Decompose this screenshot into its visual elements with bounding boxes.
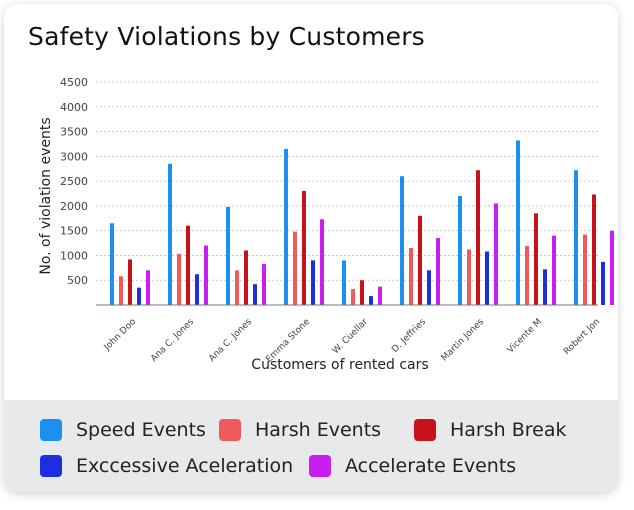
bar bbox=[436, 238, 440, 305]
x-tick-label: W. Cuellar bbox=[331, 317, 370, 356]
bar bbox=[369, 296, 373, 305]
bar bbox=[186, 225, 190, 305]
legend-swatch bbox=[414, 419, 436, 441]
bar bbox=[494, 203, 498, 305]
bar bbox=[293, 231, 297, 305]
bar bbox=[204, 245, 208, 305]
legend-swatch bbox=[40, 419, 62, 441]
legend-label: Accelerate Events bbox=[345, 455, 517, 477]
bar-chart: 500 1000 1500 2000 2500 3000 3500 4000 4500 John… bbox=[38, 76, 614, 373]
bar bbox=[311, 260, 315, 305]
y-tick-labels: 500 1000 1500 2000 2500 3000 3500 4000 4500 bbox=[60, 76, 88, 287]
bar bbox=[485, 251, 489, 305]
x-tick-label: Robert Jon bbox=[562, 317, 602, 357]
y-tick-label: 1000 bbox=[60, 249, 88, 262]
y-tick-label: 4500 bbox=[60, 76, 88, 89]
x-tick-label: John Doo bbox=[102, 317, 139, 354]
bar bbox=[534, 213, 538, 305]
bar bbox=[226, 206, 230, 305]
bar bbox=[137, 287, 141, 305]
y-tick-label: 3500 bbox=[60, 126, 88, 139]
bar bbox=[320, 219, 324, 305]
bar bbox=[583, 234, 587, 305]
bar bbox=[262, 263, 266, 305]
bar bbox=[418, 215, 422, 305]
bar bbox=[195, 274, 199, 305]
bar bbox=[592, 194, 596, 305]
y-tick-label: 2000 bbox=[60, 200, 88, 213]
bar bbox=[467, 249, 471, 305]
legend-item: Speed Events bbox=[40, 419, 206, 441]
bar bbox=[427, 270, 431, 305]
bar bbox=[409, 248, 413, 305]
y-tick-label: 2500 bbox=[60, 175, 88, 188]
legend-item: Harsh Break bbox=[414, 419, 567, 441]
x-axis-label: Customers of rented cars bbox=[251, 357, 428, 373]
bar bbox=[458, 195, 462, 305]
bar bbox=[351, 289, 355, 305]
x-tick-label: Ana C. Jones bbox=[207, 317, 254, 364]
bar bbox=[235, 270, 239, 305]
legend-swatch bbox=[309, 455, 331, 477]
bar bbox=[476, 170, 480, 305]
legend-item: Harsh Events bbox=[219, 419, 381, 441]
bar bbox=[516, 140, 520, 305]
legend-label: Exccessive Aceleration bbox=[76, 455, 294, 477]
bar bbox=[110, 223, 114, 305]
y-tick-label: 500 bbox=[67, 274, 88, 287]
bar bbox=[128, 259, 132, 305]
bar bbox=[342, 260, 346, 305]
bar bbox=[284, 148, 288, 305]
bar bbox=[378, 286, 382, 305]
chart-title: Safety Violations by Customers bbox=[28, 22, 425, 51]
legend: Speed Events Harsh Events Harsh Break Excce… bbox=[4, 400, 618, 492]
bar bbox=[253, 284, 257, 305]
x-tick-label: Ana C. Jones bbox=[149, 317, 196, 364]
bar bbox=[543, 269, 547, 305]
bar bbox=[119, 276, 123, 305]
legend-label: Harsh Events bbox=[255, 419, 382, 441]
bar bbox=[302, 191, 306, 305]
y-tick-label: 1500 bbox=[60, 225, 88, 238]
bar bbox=[360, 280, 364, 305]
bar bbox=[610, 230, 614, 305]
bar bbox=[244, 250, 248, 305]
bar bbox=[574, 170, 578, 305]
bar bbox=[601, 261, 605, 305]
bars bbox=[110, 140, 614, 305]
x-tick-label: Martin Jones bbox=[440, 317, 487, 364]
legend-label: Speed Events bbox=[76, 419, 206, 441]
bar bbox=[400, 176, 404, 305]
bar bbox=[146, 270, 150, 305]
legend-swatch bbox=[40, 455, 62, 477]
x-tick-label: Vicente M bbox=[506, 317, 544, 355]
bar bbox=[177, 253, 181, 305]
legend-swatch bbox=[219, 419, 241, 441]
x-tick-label: D. Jeffries bbox=[390, 317, 428, 355]
y-tick-label: 3000 bbox=[60, 150, 88, 163]
legend-item: Exccessive Aceleration bbox=[40, 455, 293, 477]
legend-label: Harsh Break bbox=[450, 419, 567, 441]
legend-item: Accelerate Events bbox=[309, 455, 516, 477]
bar bbox=[168, 163, 172, 305]
bar bbox=[552, 235, 556, 305]
chart-card: Safety Violations by Customers 500 1000 15… bbox=[4, 4, 618, 492]
y-axis-label: No. of violation events bbox=[38, 117, 54, 274]
y-tick-label: 4000 bbox=[60, 101, 88, 114]
bar bbox=[525, 246, 529, 305]
